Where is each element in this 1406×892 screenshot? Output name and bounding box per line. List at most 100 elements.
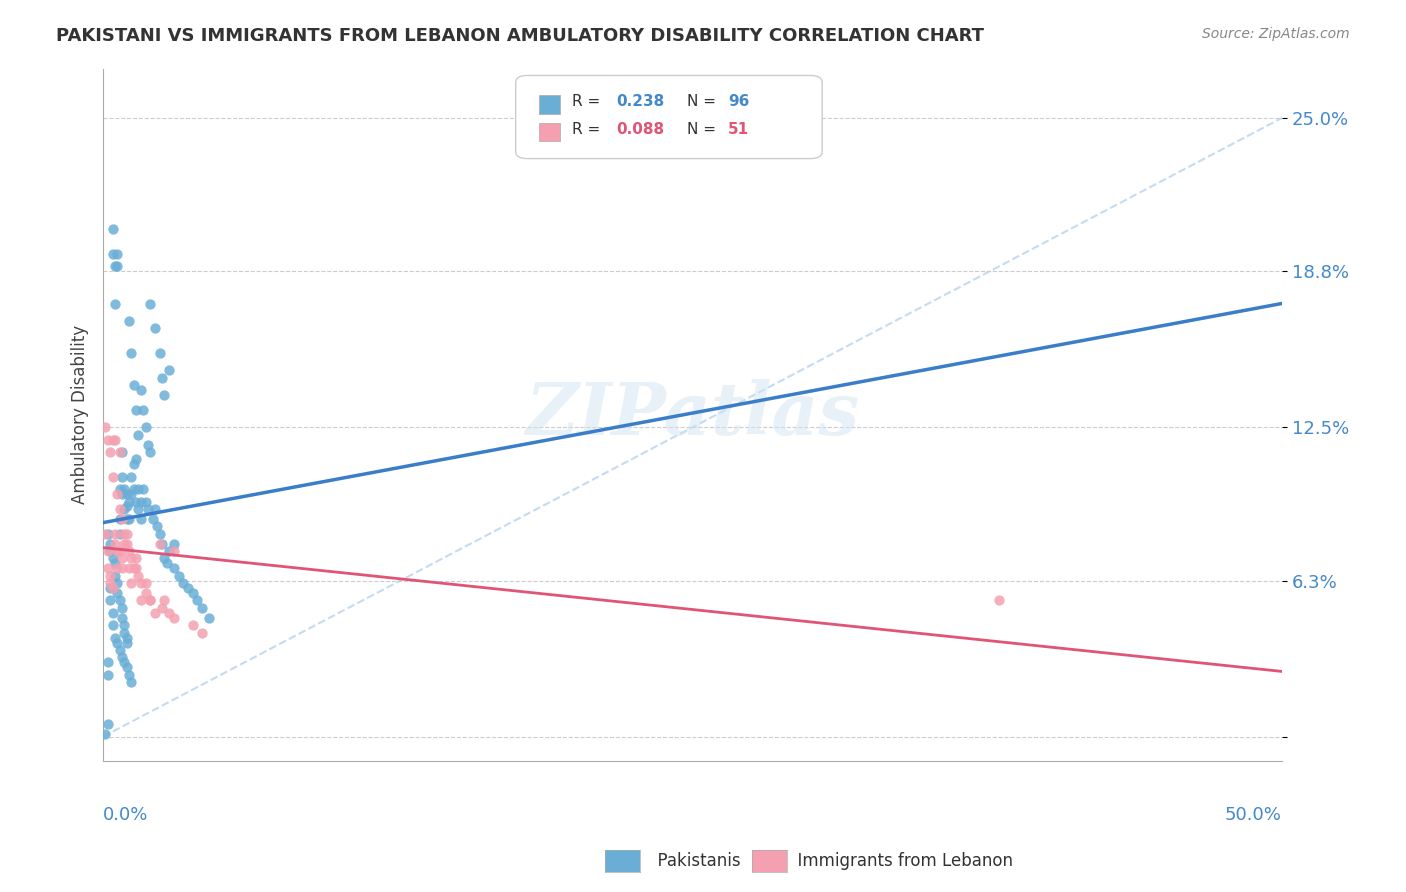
Point <box>142 512 165 526</box>
Point <box>94 727 117 741</box>
Point <box>112 656 135 670</box>
Point <box>112 618 135 632</box>
Point <box>136 502 159 516</box>
Point <box>146 519 169 533</box>
Point <box>111 487 134 501</box>
Point <box>153 593 176 607</box>
Point <box>181 618 204 632</box>
Point <box>101 551 124 566</box>
Text: N =: N = <box>686 95 720 110</box>
Point <box>129 593 152 607</box>
Point <box>135 586 157 600</box>
Point <box>115 635 138 649</box>
Point <box>111 561 134 575</box>
Text: 51: 51 <box>728 122 749 137</box>
Point <box>129 576 152 591</box>
Point <box>105 260 128 274</box>
Point <box>108 502 131 516</box>
Point <box>104 433 127 447</box>
Point <box>120 576 142 591</box>
Point <box>191 625 214 640</box>
Point <box>112 526 135 541</box>
Point <box>149 536 172 550</box>
Point <box>115 500 138 514</box>
Point <box>97 656 120 670</box>
Point <box>150 536 173 550</box>
Point <box>112 482 135 496</box>
Point <box>157 544 180 558</box>
Text: PAKISTANI VS IMMIGRANTS FROM LEBANON AMBULATORY DISABILITY CORRELATION CHART: PAKISTANI VS IMMIGRANTS FROM LEBANON AMB… <box>56 27 984 45</box>
Point <box>118 512 141 526</box>
Point <box>108 544 131 558</box>
Point <box>97 433 120 447</box>
Point <box>163 536 186 550</box>
Point <box>104 260 127 274</box>
Point <box>153 388 176 402</box>
Point <box>98 581 121 595</box>
Point <box>108 445 131 459</box>
Point <box>108 526 131 541</box>
Point <box>139 593 162 607</box>
Text: Immigrants from Lebanon: Immigrants from Lebanon <box>787 852 1014 870</box>
Point <box>163 544 186 558</box>
Point <box>115 660 138 674</box>
Point <box>111 601 134 615</box>
Point <box>118 544 141 558</box>
Point <box>132 403 155 417</box>
Point <box>191 601 214 615</box>
Point <box>94 526 117 541</box>
Point <box>135 576 157 591</box>
Point <box>157 363 180 377</box>
Point <box>177 581 200 595</box>
Point <box>111 551 134 566</box>
Point <box>115 512 138 526</box>
Point <box>150 601 173 615</box>
Point <box>129 512 152 526</box>
FancyBboxPatch shape <box>516 76 823 159</box>
Point <box>101 618 124 632</box>
Point <box>125 561 148 575</box>
Point <box>139 593 162 607</box>
Point <box>104 526 127 541</box>
Point <box>157 606 180 620</box>
Point <box>101 247 124 261</box>
Point <box>101 222 124 236</box>
Text: 50.0%: 50.0% <box>1225 805 1282 824</box>
Point <box>127 427 149 442</box>
Point <box>118 667 141 681</box>
Point <box>98 536 121 550</box>
Point <box>120 346 142 360</box>
Point <box>97 544 120 558</box>
Point <box>101 606 124 620</box>
Point <box>181 586 204 600</box>
Point <box>120 487 142 501</box>
Point <box>122 561 145 575</box>
Point <box>135 494 157 508</box>
Point <box>120 675 142 690</box>
Point <box>125 494 148 508</box>
Point <box>139 296 162 310</box>
Text: 96: 96 <box>728 95 749 110</box>
Point <box>108 482 131 496</box>
Point <box>98 576 121 591</box>
Point <box>125 403 148 417</box>
Point <box>104 536 127 550</box>
Point <box>104 296 127 310</box>
Point <box>125 452 148 467</box>
Point <box>105 544 128 558</box>
Point <box>105 635 128 649</box>
Point <box>112 536 135 550</box>
Point <box>118 561 141 575</box>
Point <box>98 593 121 607</box>
Point <box>186 593 208 607</box>
Text: 0.238: 0.238 <box>616 95 664 110</box>
Point <box>150 371 173 385</box>
Point <box>172 576 194 591</box>
Point <box>105 576 128 591</box>
Point <box>111 470 134 484</box>
Point <box>122 378 145 392</box>
Point <box>167 568 190 582</box>
Point <box>115 631 138 645</box>
Point <box>104 631 127 645</box>
Point <box>143 321 166 335</box>
